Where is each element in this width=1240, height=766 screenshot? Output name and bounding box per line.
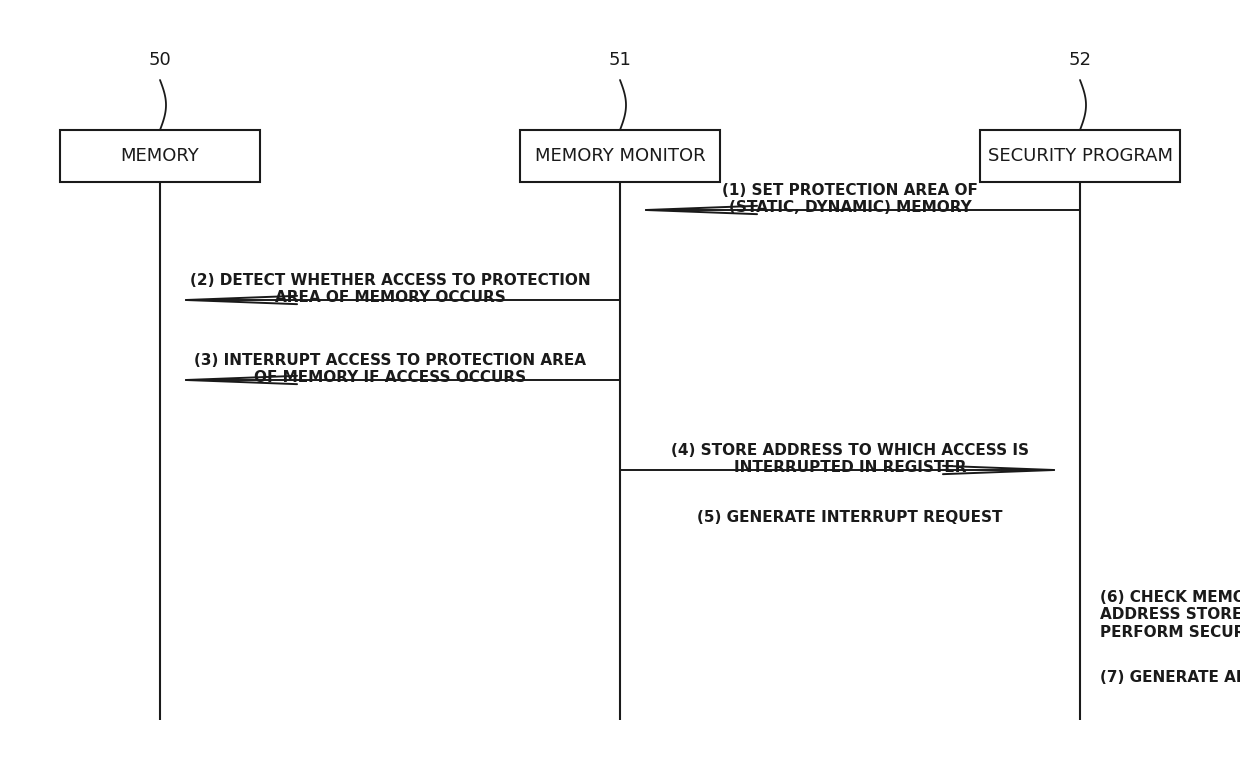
Text: (1) SET PROTECTION AREA OF
(STATIC, DYNAMIC) MEMORY: (1) SET PROTECTION AREA OF (STATIC, DYNA… [722, 182, 978, 215]
Text: 52: 52 [1069, 51, 1091, 69]
Text: MEMORY MONITOR: MEMORY MONITOR [534, 147, 706, 165]
Text: (5) GENERATE INTERRUPT REQUEST: (5) GENERATE INTERRUPT REQUEST [697, 510, 1003, 525]
Bar [520, 130, 720, 182]
Bar [60, 130, 260, 182]
Text: 50: 50 [149, 51, 171, 69]
Bar [980, 130, 1180, 182]
Text: MEMORY: MEMORY [120, 147, 200, 165]
Text: (2) DETECT WHETHER ACCESS TO PROTECTION
AREA OF MEMORY OCCURS: (2) DETECT WHETHER ACCESS TO PROTECTION … [190, 273, 590, 305]
Text: (6) CHECK MEMORY AREA FOR
ADDRESS STORED IN REGISTER TO
PERFORM SECURITY VERIFIC: (6) CHECK MEMORY AREA FOR ADDRESS STORED… [1100, 590, 1240, 640]
Text: (7) GENERATE AND STORE REPORT: (7) GENERATE AND STORE REPORT [1100, 670, 1240, 685]
Text: (3) INTERRUPT ACCESS TO PROTECTION AREA
OF MEMORY IF ACCESS OCCURS: (3) INTERRUPT ACCESS TO PROTECTION AREA … [193, 352, 587, 385]
Text: SECURITY PROGRAM: SECURITY PROGRAM [987, 147, 1173, 165]
Text: (4) STORE ADDRESS TO WHICH ACCESS IS
INTERRUPTED IN REGISTER: (4) STORE ADDRESS TO WHICH ACCESS IS INT… [671, 443, 1029, 475]
Text: 51: 51 [609, 51, 631, 69]
